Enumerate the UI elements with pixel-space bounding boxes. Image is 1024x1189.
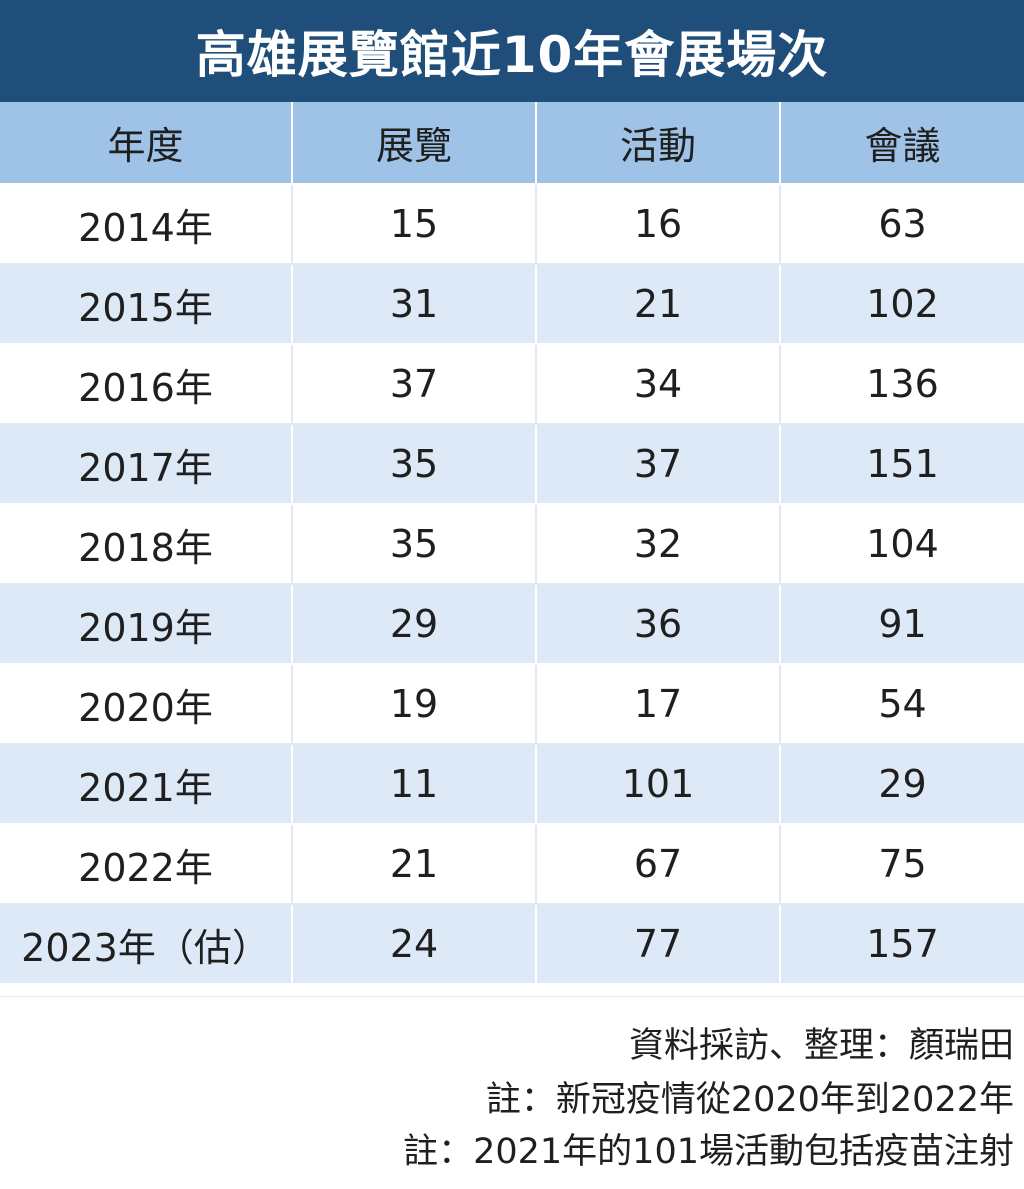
header-meeting: 會議	[780, 102, 1024, 185]
notes: 資料採訪、整理：顏瑞田 註：新冠疫情從2020年到2022年 註：2021年的1…	[0, 996, 1024, 1189]
meeting-cell: 29	[780, 744, 1024, 825]
table-row: 2016年 37 34 136	[0, 344, 1024, 425]
exhibition-cell: 37	[292, 344, 537, 425]
event-cell: 37	[536, 424, 781, 505]
table-row: 2015年 31 21 102	[0, 264, 1024, 345]
source-note: 資料採訪、整理：顏瑞田	[628, 1026, 1014, 1066]
year-cell: 2016年	[0, 344, 293, 425]
header-event: 活動	[536, 102, 781, 185]
event-cell: 16	[536, 184, 781, 265]
table-row: 2023年（估） 24 77 157	[0, 904, 1024, 985]
meeting-cell: 54	[780, 664, 1024, 745]
chart-title: 高雄展覽館近10年會展場次	[0, 0, 1024, 102]
year-cell: 2021年	[0, 744, 293, 825]
event-cell: 67	[536, 824, 781, 905]
exhibition-cell: 35	[292, 424, 537, 505]
table-row: 2020年 19 17 54	[0, 664, 1024, 745]
event-cell: 34	[536, 344, 781, 425]
vaccine-note: 註：2021年的101場活動包括疫苗注射	[403, 1132, 1014, 1172]
year-cell: 2020年	[0, 664, 293, 745]
exhibition-cell: 15	[292, 184, 537, 265]
meeting-cell: 104	[780, 504, 1024, 585]
table-row: 2019年 29 36 91	[0, 584, 1024, 665]
header-exhibition: 展覽	[292, 102, 537, 185]
exhibition-cell: 19	[292, 664, 537, 745]
meeting-cell: 75	[780, 824, 1024, 905]
event-cell: 36	[536, 584, 781, 665]
table-row: 2021年 11 101 29	[0, 744, 1024, 825]
year-cell: 2014年	[0, 184, 293, 265]
meeting-cell: 151	[780, 424, 1024, 505]
data-table: 年度 展覽 活動 會議 2014年 15 16 63 2015年 31 21 102 2016年 37 3…	[0, 102, 1024, 985]
table-body: 2014年 15 16 63 2015年 31 21 102 2016年 37 34 136 2017年…	[0, 184, 1024, 985]
table-row: 2018年 35 32 104	[0, 504, 1024, 585]
table-row: 2014年 15 16 63	[0, 184, 1024, 265]
exhibition-cell: 35	[292, 504, 537, 585]
meeting-cell: 136	[780, 344, 1024, 425]
year-cell: 2017年	[0, 424, 293, 505]
event-cell: 32	[536, 504, 781, 585]
meeting-cell: 63	[780, 184, 1024, 265]
covid-note: 註：新冠疫情從2020年到2022年	[485, 1080, 1014, 1120]
exhibition-cell: 31	[292, 264, 537, 345]
event-cell: 17	[536, 664, 781, 745]
meeting-cell: 91	[780, 584, 1024, 665]
meeting-cell: 157	[780, 904, 1024, 985]
exhibition-cell: 29	[292, 584, 537, 665]
header-year: 年度	[0, 102, 293, 185]
table-row: 2017年 35 37 151	[0, 424, 1024, 505]
exhibition-cell: 24	[292, 904, 537, 985]
event-cell: 77	[536, 904, 781, 985]
exhibition-cell: 21	[292, 824, 537, 905]
year-cell: 2018年	[0, 504, 293, 585]
year-cell: 2023年（估）	[0, 904, 293, 985]
exhibition-cell: 11	[292, 744, 537, 825]
table-row: 2022年 21 67 75	[0, 824, 1024, 905]
year-cell: 2019年	[0, 584, 293, 665]
header-row: 年度 展覽 活動 會議	[0, 102, 1024, 185]
event-cell: 101	[536, 744, 781, 825]
meeting-cell: 102	[780, 264, 1024, 345]
year-cell: 2022年	[0, 824, 293, 905]
year-cell: 2015年	[0, 264, 293, 345]
event-cell: 21	[536, 264, 781, 345]
